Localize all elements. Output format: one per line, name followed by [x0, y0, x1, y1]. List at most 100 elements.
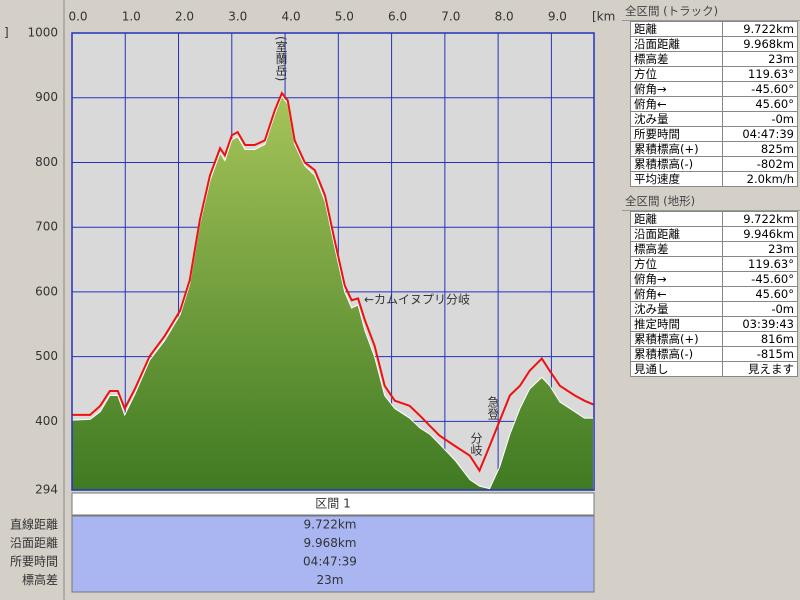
summary-row: 累積標高(-) -815m — [630, 346, 799, 362]
label-cell: 累積標高(-) — [630, 156, 723, 172]
value-cell: 9.722km — [721, 211, 799, 227]
row-label: 所要時間 — [10, 555, 58, 569]
label-cell: 俯角← — [630, 286, 723, 302]
summary-row: 沿面距離 9.968km — [630, 36, 799, 52]
plot-frame — [71, 32, 595, 491]
summary-table: 距離 9.722km 沿面距離 9.946km 標高差 23m 方位 119.63° 俯角→ -4… — [630, 211, 799, 377]
row-label: 直線距離 — [10, 517, 58, 532]
value-cell: 2.0km/h — [721, 171, 799, 187]
label-cell: 累積標高(+) — [630, 141, 723, 157]
value-cell: 9.722km — [721, 21, 799, 37]
label-cell: 距離 — [630, 21, 723, 37]
row-value: 9.968km — [304, 536, 357, 550]
summary-row: 距離 9.722km — [630, 211, 799, 227]
x-tick-label: 3.0 — [228, 10, 247, 24]
summary-row: 標高差 23m — [630, 51, 799, 67]
summary-row: 俯角→ -45.60° — [630, 81, 799, 97]
annotation: ←カムイヌプリ分岐 — [364, 293, 470, 307]
y-tick-label: 900 — [35, 90, 58, 104]
x-tick-label: 6.0 — [388, 10, 407, 24]
value-cell: -0m — [721, 301, 799, 317]
row-value: 9.722km — [304, 518, 357, 532]
x-tick-label: 0.0 — [68, 10, 87, 24]
label-cell: 平均速度 — [630, 171, 723, 187]
summary-row: 推定時間 03:39:43 — [630, 316, 799, 332]
track-line — [72, 91, 594, 473]
row-value: 23m — [317, 573, 344, 587]
summary-row: 所要時間 04:47:39 — [630, 126, 799, 142]
summary-row: 沈み量 -0m — [630, 301, 799, 317]
y-tick-label: 400 — [35, 414, 58, 428]
row-label: 沿面距離 — [10, 536, 58, 550]
value-cell: 23m — [721, 51, 799, 67]
summary-row: 累積標高(+) 816m — [630, 331, 799, 347]
label-cell: 標高差 — [630, 241, 723, 257]
value-cell: -45.60° — [721, 81, 799, 97]
value-cell: -0m — [721, 111, 799, 127]
x-tick-label: 2.0 — [175, 10, 194, 24]
value-cell: -815m — [721, 346, 799, 362]
y-tick-label: 800 — [35, 155, 58, 169]
section-header — [71, 492, 595, 516]
row-value: 04:47:39 — [303, 555, 357, 569]
value-cell: -802m — [721, 156, 799, 172]
x-tick-label: 7.0 — [441, 10, 460, 24]
label-cell: 沿面距離 — [630, 226, 723, 242]
label-cell: 方位 — [630, 256, 723, 272]
label-cell: 沿面距離 — [630, 36, 723, 52]
terrain-summary: 全区間 (地形) 距離 9.722km 沿面距離 9.946km 標高差 23m 方位 119… — [622, 192, 800, 377]
y-tick-label: 294 — [35, 483, 58, 497]
summary-row: 標高差 23m — [630, 241, 799, 257]
summary-table: 距離 9.722km 沿面距離 9.968km 標高差 23m 方位 119.63° 俯角→ -4… — [630, 21, 799, 187]
y-tick-label: 500 — [35, 349, 58, 363]
summary-row: 累積標高(+) 825m — [630, 141, 799, 157]
annotation: 分岐 — [469, 432, 483, 456]
summary-row: 平均速度 2.0km/h — [630, 171, 799, 187]
label-cell: 距離 — [630, 211, 723, 227]
value-cell: 45.60° — [721, 286, 799, 302]
panel-title: 全区間 (トラック) — [622, 2, 800, 21]
label-cell: 累積標高(-) — [630, 346, 723, 362]
x-tick-label: 5.0 — [335, 10, 354, 24]
row-label: 標高差 — [22, 572, 58, 587]
value-cell: 825m — [721, 141, 799, 157]
label-cell: 所要時間 — [630, 126, 723, 142]
summary-row: 俯角← 45.60° — [630, 96, 799, 112]
annotation: (室蘭岳) — [274, 36, 288, 81]
x-tick-label: 8.0 — [495, 10, 514, 24]
panel-title: 全区間 (地形) — [622, 192, 800, 211]
section-body — [71, 515, 595, 593]
value-cell: 見えます — [721, 361, 799, 377]
section-title: 区間 1 — [315, 497, 350, 511]
value-cell: -45.60° — [721, 271, 799, 287]
terrain-area — [71, 94, 594, 491]
label-cell: 累積標高(+) — [630, 331, 723, 347]
value-cell: 119.63° — [721, 66, 799, 82]
label-cell: 俯角→ — [630, 81, 723, 97]
value-cell: 45.60° — [721, 96, 799, 112]
summary-row: 見通し 見えます — [630, 361, 799, 377]
profile-chart: [km] ] 区間 1 直線距離 9.722km 沿面距離 9.968km 所要時間 04… — [4, 0, 616, 600]
annotation: 急登 — [486, 395, 500, 420]
label-cell: 推定時間 — [630, 316, 723, 332]
value-cell: 119.63° — [721, 256, 799, 272]
x-unit: [km] — [592, 10, 616, 24]
label-cell: 沈み量 — [630, 301, 723, 317]
label-cell: 見通し — [630, 361, 723, 377]
x-tick-label: 9.0 — [548, 10, 567, 24]
label-cell: 俯角← — [630, 96, 723, 112]
label-cell: 沈み量 — [630, 111, 723, 127]
x-tick-label: 1.0 — [122, 10, 141, 24]
track-summary: 全区間 (トラック) 距離 9.722km 沿面距離 9.968km 標高差 23m 方位 1… — [622, 2, 800, 187]
value-cell: 9.968km — [721, 36, 799, 52]
label-cell: 標高差 — [630, 51, 723, 67]
value-cell: 04:47:39 — [721, 126, 799, 142]
summary-row: 距離 9.722km — [630, 21, 799, 37]
summary-row: 方位 119.63° — [630, 256, 799, 272]
summary-row: 沈み量 -0m — [630, 111, 799, 127]
summary-row: 俯角← 45.60° — [630, 286, 799, 302]
x-tick-label: 4.0 — [282, 10, 301, 24]
y-tick-label: 1000 — [27, 26, 58, 40]
summary-row: 俯角→ -45.60° — [630, 271, 799, 287]
